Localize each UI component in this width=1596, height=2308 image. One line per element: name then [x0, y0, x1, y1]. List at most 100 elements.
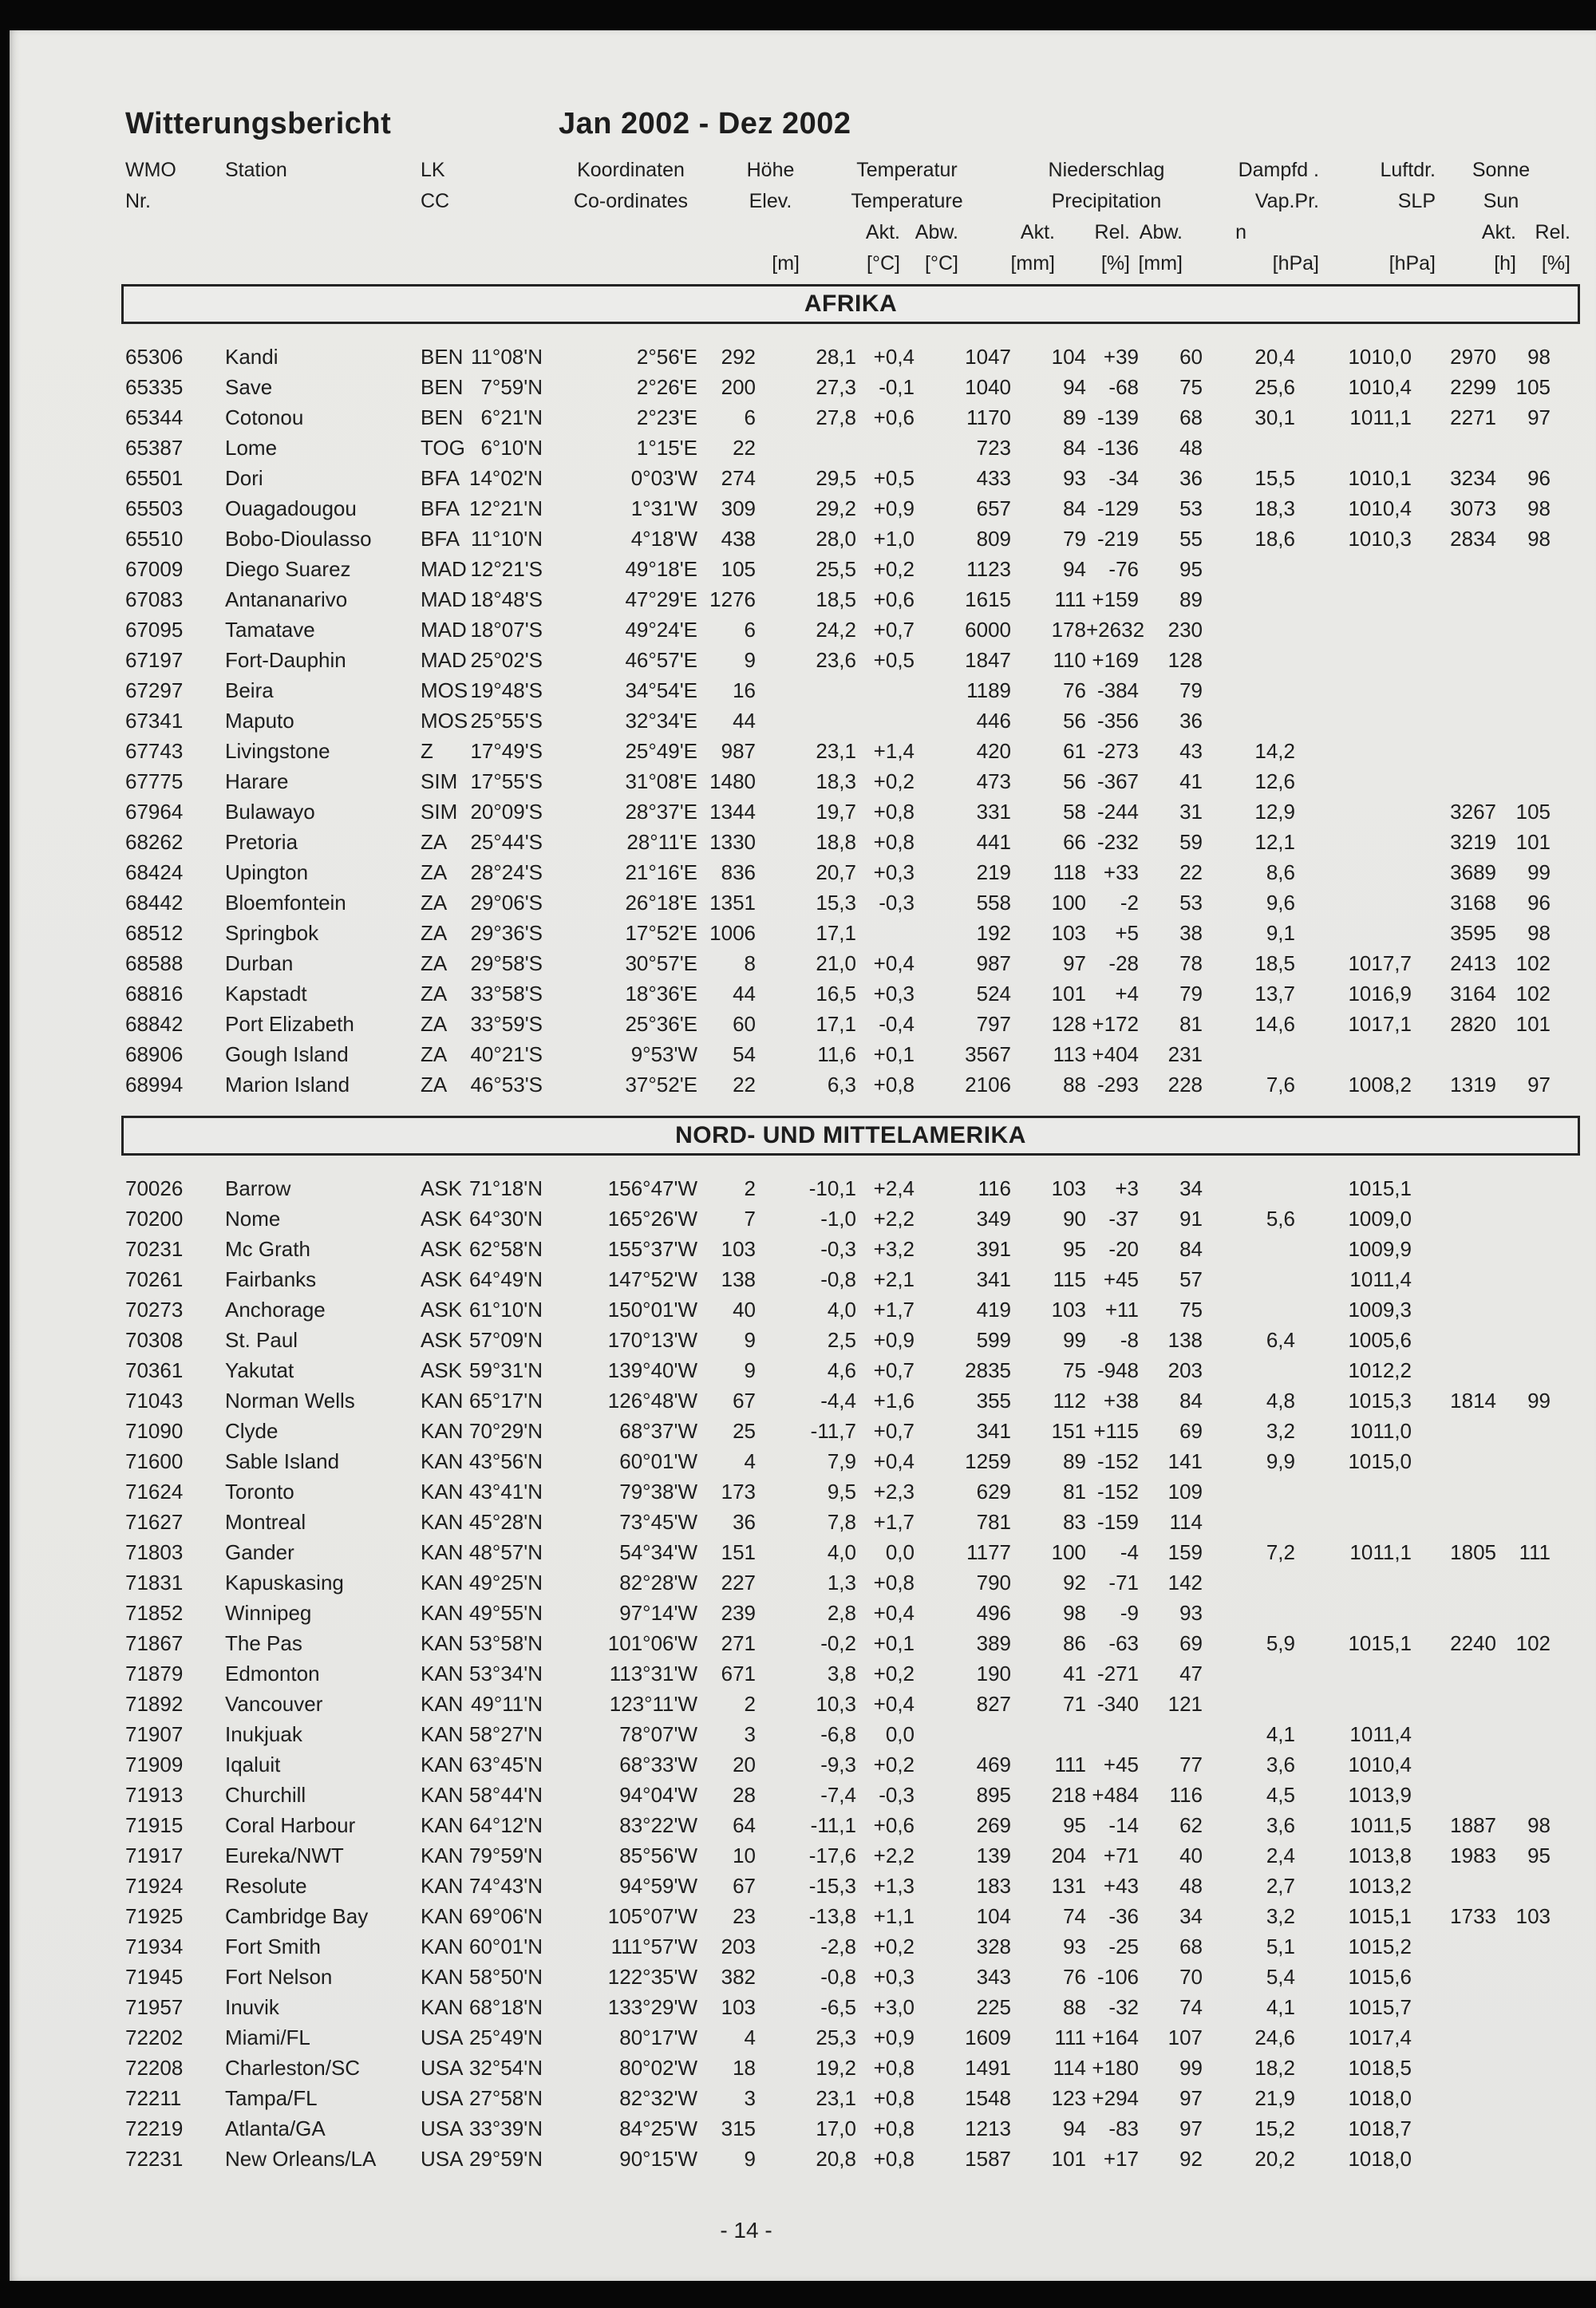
cell-prec_akt: 1040 [965, 375, 1011, 399]
table-row: 65510 Bobo-Dioulasso BFA 11°10'N 4°18'W 438 28… [125, 524, 1551, 554]
cell-cc: KAN [421, 1449, 464, 1473]
cell-vap: 5,4 [1266, 1965, 1295, 1989]
table-row: 71600 Sable Island KAN 43°56'N 60°01'W 4 7,9 +0… [125, 1446, 1551, 1476]
cell-lon: 30°57'E [625, 951, 697, 975]
cell-temp_akt: 9,5 [827, 1480, 856, 1504]
cell-prec_abw: -25 [1108, 1935, 1139, 1958]
cell-vap: 4,1 [1266, 1722, 1295, 1746]
cell-cc: KAN [421, 1631, 464, 1655]
cell-wmo: 71913 [125, 1783, 184, 1807]
cell-prec_rel: 76 [1063, 1965, 1086, 1989]
cell-lon: 18°36'E [625, 982, 697, 1006]
cell-prec_akt: 331 [976, 800, 1011, 824]
cell-wmo: 68816 [125, 982, 184, 1006]
table-row: 71934 Fort Smith KAN 60°01'N 111°57'W 203 -2,8… [125, 1931, 1551, 1962]
cell-lat: 53°34'N [469, 1662, 543, 1686]
cell-wmo: 68442 [125, 891, 184, 915]
cell-vap [1203, 705, 1295, 736]
cell-slp: 1013,9 [1348, 1783, 1412, 1807]
cell-prec_akt: 790 [976, 1571, 1011, 1595]
cell-prec_rel: 74 [1063, 1904, 1086, 1928]
cell-prec_akt: 987 [976, 951, 1011, 975]
cell-sun_rel: 102 [1515, 1631, 1551, 1655]
cell-sun_rel [1496, 766, 1551, 796]
cell-elev: 203 [721, 1935, 756, 1958]
cell-vap: 14,2 [1254, 739, 1295, 763]
cell-sun_rel: 98 [1527, 345, 1551, 369]
cell-prec_abw: -367 [1096, 769, 1139, 793]
cell-sun_rel [1496, 1658, 1551, 1689]
cell-slp [1295, 1598, 1412, 1628]
cell-station: Montreal [225, 1510, 306, 1534]
table-row: 67743 Livingstone Z 17°49'S 25°49'E 987 23,1 +1… [125, 736, 1551, 766]
cell-prec_rel: 94 [1063, 2116, 1086, 2140]
cell-temp_akt: 16,5 [816, 982, 856, 1006]
cell-prec_abw: +159 [1092, 587, 1139, 611]
cell-sun_rel: 101 [1515, 1012, 1551, 1036]
cell-n [1139, 1719, 1203, 1749]
cell-prec_akt: 2106 [965, 1073, 1011, 1097]
cell-prec_abw: -63 [1108, 1631, 1139, 1655]
cell-station: Pretoria [225, 830, 298, 854]
cell-sun_akt [1412, 2113, 1496, 2144]
cell-cc: ZA [421, 982, 448, 1006]
cell-n: 91 [1179, 1207, 1203, 1231]
cell-slp: 1011,1 [1349, 405, 1412, 429]
cell-prec_akt: 420 [976, 739, 1011, 763]
cell-lon: 80°02'W [619, 2056, 697, 2080]
cell-elev: 67 [733, 1874, 756, 1898]
cell-slp: 1015,7 [1348, 1995, 1412, 2019]
cell-prec_akt: 6000 [965, 618, 1011, 642]
cell-temp_akt: 28,0 [816, 527, 856, 551]
cell-lat: 49°11'N [470, 1692, 543, 1716]
cell-cc: SIM [421, 800, 458, 824]
cell-temp_abw: +0,2 [873, 557, 915, 581]
cell-temp_abw: +1,6 [873, 1389, 915, 1413]
cell-temp_akt: 10,3 [816, 1692, 856, 1716]
cell-prec_rel: 88 [1063, 1073, 1086, 1097]
cell-temp_abw: +0,8 [873, 2056, 915, 2080]
cell-lat: 12°21'N [469, 496, 543, 520]
table-row: 71917 Eureka/NWT KAN 79°59'N 85°56'W 10 -17,6 +… [125, 1840, 1551, 1871]
cell-sun_akt: 2970 [1450, 345, 1496, 369]
cell-prec_abw: -232 [1096, 830, 1139, 854]
cell-elev: 4 [744, 2025, 756, 2049]
table-row: 68442 Bloemfontein ZA 29°06'S 26°18'E 1351 15,… [125, 887, 1551, 918]
cell-vap: 3,6 [1266, 1753, 1295, 1776]
cell-lat: 79°59'N [469, 1844, 543, 1867]
cell-prec_abw: -71 [1108, 1571, 1139, 1595]
cell-temp_abw: +0,8 [873, 2147, 915, 2171]
cell-lat: 19°48'S [470, 678, 543, 702]
cell-wmo: 67775 [125, 769, 184, 793]
cell-temp_abw: +2,3 [873, 1480, 915, 1504]
cell-lat: 25°02'S [470, 648, 543, 672]
cell-slp: 1008,2 [1348, 1073, 1412, 1097]
cell-station: Mc Grath [225, 1237, 310, 1261]
table-row: 70361 Yakutat ASK 59°31'N 139°40'W 9 4,6 +0,7 28… [125, 1355, 1551, 1385]
cell-vap: 15,2 [1254, 2116, 1295, 2140]
cell-lat: 27°58'N [469, 2086, 543, 2110]
table-row: 67197 Fort-Dauphin MAD 25°02'S 46°57'E 9 23,6 +… [125, 645, 1551, 675]
cell-slp: 1009,3 [1348, 1298, 1412, 1322]
table-row: 68842 Port Elizabeth ZA 33°59'S 25°36'E 60 17,… [125, 1009, 1551, 1039]
cell-temp_abw: +0,2 [873, 1935, 915, 1958]
cell-station: Inuvik [225, 1995, 279, 2019]
cell-lat: 64°49'N [469, 1267, 543, 1291]
cell-prec_abw: +164 [1092, 2025, 1139, 2049]
cell-prec_abw: +5 [1115, 921, 1139, 945]
cell-vap: 2,4 [1266, 1844, 1295, 1867]
cell-wmo: 71043 [125, 1389, 184, 1413]
cell-prec_rel: 100 [1051, 891, 1086, 915]
cell-prec_akt: 1548 [965, 2086, 1011, 2110]
cell-temp_abw: +0,4 [873, 1449, 915, 1473]
cell-sun_akt: 3689 [1450, 860, 1496, 884]
cell-cc: MOS [421, 709, 468, 733]
cell-station: Miami/FL [225, 2025, 310, 2049]
col-header-vappr: Vap.Pr. [1254, 190, 1319, 212]
cell-n: 31 [1179, 800, 1203, 824]
cell-lat: 65°17'N [469, 1389, 543, 1413]
cell-elev: 1276 [709, 587, 756, 611]
cell-prec_abw: -68 [1108, 375, 1139, 399]
cell-wmo: 67341 [125, 709, 184, 733]
